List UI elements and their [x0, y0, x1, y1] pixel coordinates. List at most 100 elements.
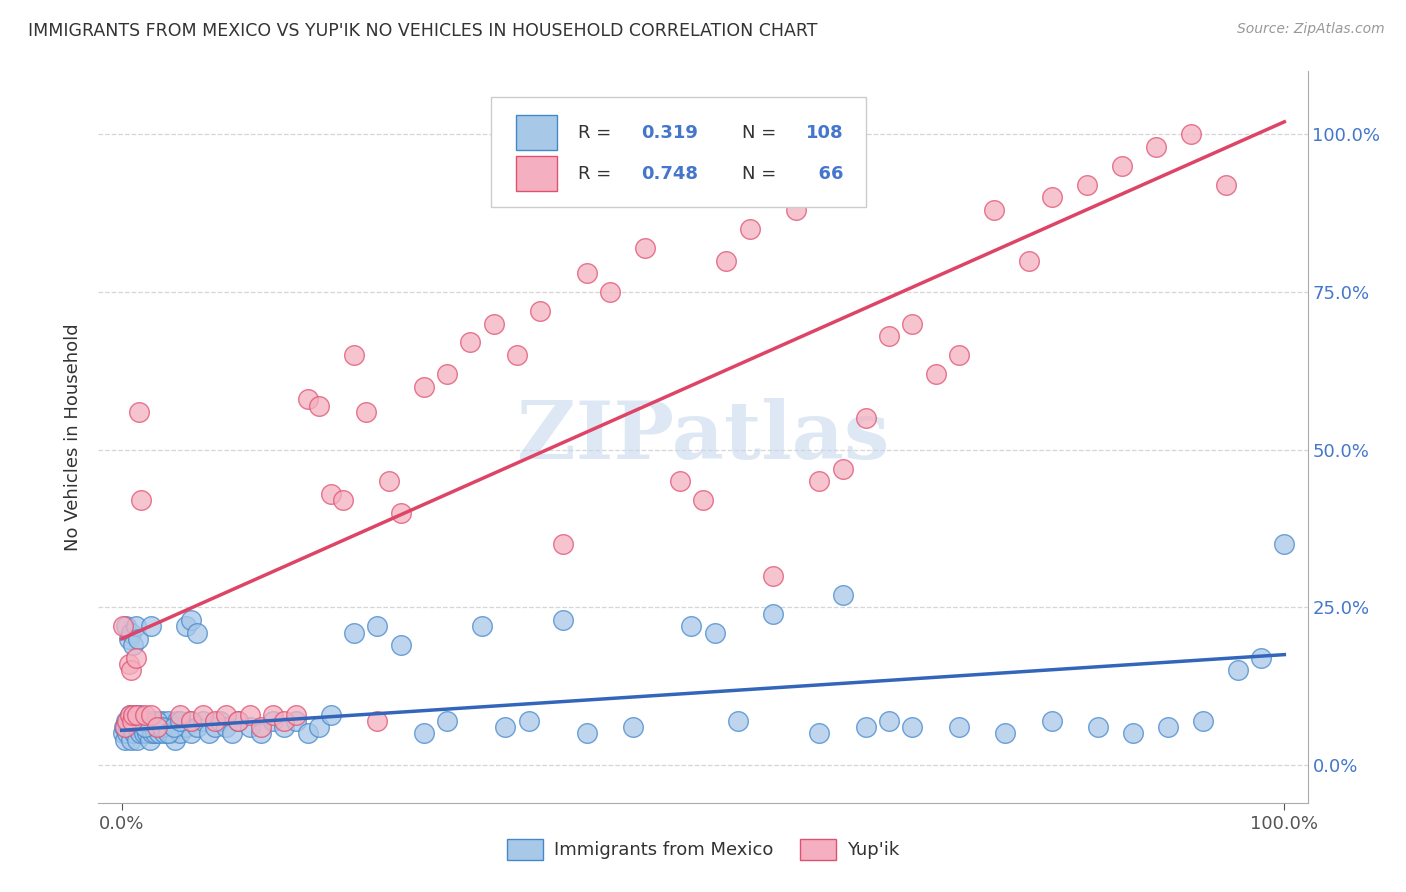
Point: [131, 720, 153, 734]
Point: [668, 474, 690, 488]
Point: [121, 714, 143, 728]
Point: [1111, 159, 1133, 173]
Point: [482, 317, 505, 331]
Point: [191, 714, 214, 728]
Point: [343, 625, 366, 640]
Point: [174, 619, 197, 633]
Point: [239, 707, 262, 722]
Point: [180, 714, 202, 728]
Point: [186, 720, 208, 734]
Point: [553, 613, 575, 627]
Point: [599, 285, 621, 299]
Point: [877, 329, 900, 343]
Point: [273, 714, 295, 728]
Point: [727, 714, 749, 728]
Point: [155, 720, 177, 734]
Point: [901, 720, 924, 734]
Point: [131, 493, 153, 508]
Point: [716, 253, 738, 268]
Y-axis label: No Vehicles in Household: No Vehicles in Household: [65, 323, 83, 551]
Point: [165, 732, 187, 747]
Point: [785, 203, 807, 218]
Point: [159, 726, 181, 740]
Point: [319, 487, 342, 501]
Text: 0.319: 0.319: [641, 124, 699, 142]
Point: [111, 726, 134, 740]
Point: [157, 726, 180, 740]
Point: [436, 714, 458, 728]
Point: [209, 714, 232, 728]
Point: [389, 506, 412, 520]
Point: [262, 707, 284, 722]
Point: [198, 726, 221, 740]
Point: [215, 720, 238, 734]
Point: [169, 714, 191, 728]
Point: [389, 638, 412, 652]
Point: [366, 714, 388, 728]
Point: [124, 720, 146, 734]
Point: [413, 379, 436, 393]
Point: [297, 726, 319, 740]
Point: [145, 720, 167, 734]
Point: [226, 714, 249, 728]
Point: [332, 493, 354, 508]
Point: [506, 348, 529, 362]
Point: [118, 707, 141, 722]
Point: [166, 714, 188, 728]
Point: [134, 714, 156, 728]
Point: [125, 707, 148, 722]
Point: [150, 720, 173, 734]
Point: [239, 720, 262, 734]
Point: [114, 732, 136, 747]
Point: [141, 726, 163, 740]
Text: 66: 66: [806, 165, 844, 183]
Point: [169, 726, 191, 740]
Point: [855, 411, 877, 425]
Text: 108: 108: [806, 124, 844, 142]
Point: [901, 317, 924, 331]
Point: [983, 203, 1005, 218]
Point: [529, 304, 551, 318]
Point: [1250, 650, 1272, 665]
Text: ZIPatlas: ZIPatlas: [517, 398, 889, 476]
Point: [621, 720, 644, 734]
Point: [948, 348, 970, 362]
Bar: [516, 156, 557, 191]
Point: [138, 732, 160, 747]
Point: [180, 613, 202, 627]
Point: [145, 714, 167, 728]
Point: [517, 714, 540, 728]
Point: [135, 720, 157, 734]
Point: [948, 720, 970, 734]
Point: [125, 732, 148, 747]
Point: [762, 569, 785, 583]
Point: [139, 619, 162, 633]
Point: [128, 405, 150, 419]
Text: N =: N =: [742, 124, 782, 142]
Point: [460, 335, 482, 350]
Point: [471, 619, 494, 633]
Point: [131, 714, 153, 728]
Point: [150, 720, 173, 734]
Point: [285, 707, 308, 722]
Point: [1272, 537, 1295, 551]
Point: [120, 732, 142, 747]
Point: [152, 726, 174, 740]
Point: [124, 650, 146, 665]
Point: [762, 607, 785, 621]
Point: [118, 707, 141, 722]
Point: [118, 632, 141, 646]
Point: [127, 707, 149, 722]
Point: [118, 657, 141, 671]
Point: [115, 714, 138, 728]
Point: [134, 707, 156, 722]
Point: [169, 707, 191, 722]
Point: [855, 720, 877, 734]
Point: [250, 720, 273, 734]
Point: [692, 493, 714, 508]
Point: [122, 714, 145, 728]
Point: [273, 720, 295, 734]
Point: [122, 707, 145, 722]
Point: [226, 714, 249, 728]
Point: [221, 726, 243, 740]
